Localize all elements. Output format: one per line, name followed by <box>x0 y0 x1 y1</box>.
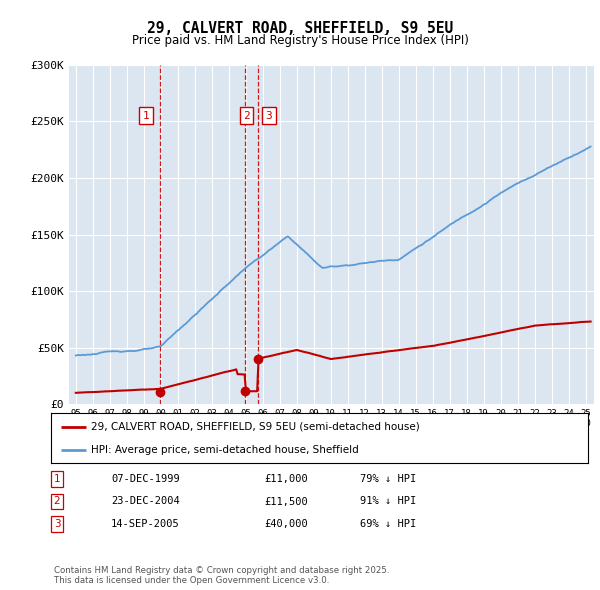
Text: £11,000: £11,000 <box>264 474 308 484</box>
Text: Price paid vs. HM Land Registry's House Price Index (HPI): Price paid vs. HM Land Registry's House … <box>131 34 469 47</box>
Text: Contains HM Land Registry data © Crown copyright and database right 2025.
This d: Contains HM Land Registry data © Crown c… <box>54 566 389 585</box>
Text: 2: 2 <box>243 111 250 121</box>
Text: HPI: Average price, semi-detached house, Sheffield: HPI: Average price, semi-detached house,… <box>91 445 359 455</box>
Text: 91% ↓ HPI: 91% ↓ HPI <box>360 497 416 506</box>
Text: 1: 1 <box>143 111 149 121</box>
Text: 3: 3 <box>53 519 61 529</box>
Text: 14-SEP-2005: 14-SEP-2005 <box>111 519 180 529</box>
Text: 07-DEC-1999: 07-DEC-1999 <box>111 474 180 484</box>
Text: £40,000: £40,000 <box>264 519 308 529</box>
Text: 3: 3 <box>265 111 272 121</box>
Text: 79% ↓ HPI: 79% ↓ HPI <box>360 474 416 484</box>
Text: £11,500: £11,500 <box>264 497 308 506</box>
Text: 69% ↓ HPI: 69% ↓ HPI <box>360 519 416 529</box>
Text: 2: 2 <box>53 497 61 506</box>
Text: 1: 1 <box>53 474 61 484</box>
Text: 29, CALVERT ROAD, SHEFFIELD, S9 5EU: 29, CALVERT ROAD, SHEFFIELD, S9 5EU <box>147 21 453 35</box>
Text: 29, CALVERT ROAD, SHEFFIELD, S9 5EU (semi-detached house): 29, CALVERT ROAD, SHEFFIELD, S9 5EU (sem… <box>91 421 420 431</box>
Text: 23-DEC-2004: 23-DEC-2004 <box>111 497 180 506</box>
